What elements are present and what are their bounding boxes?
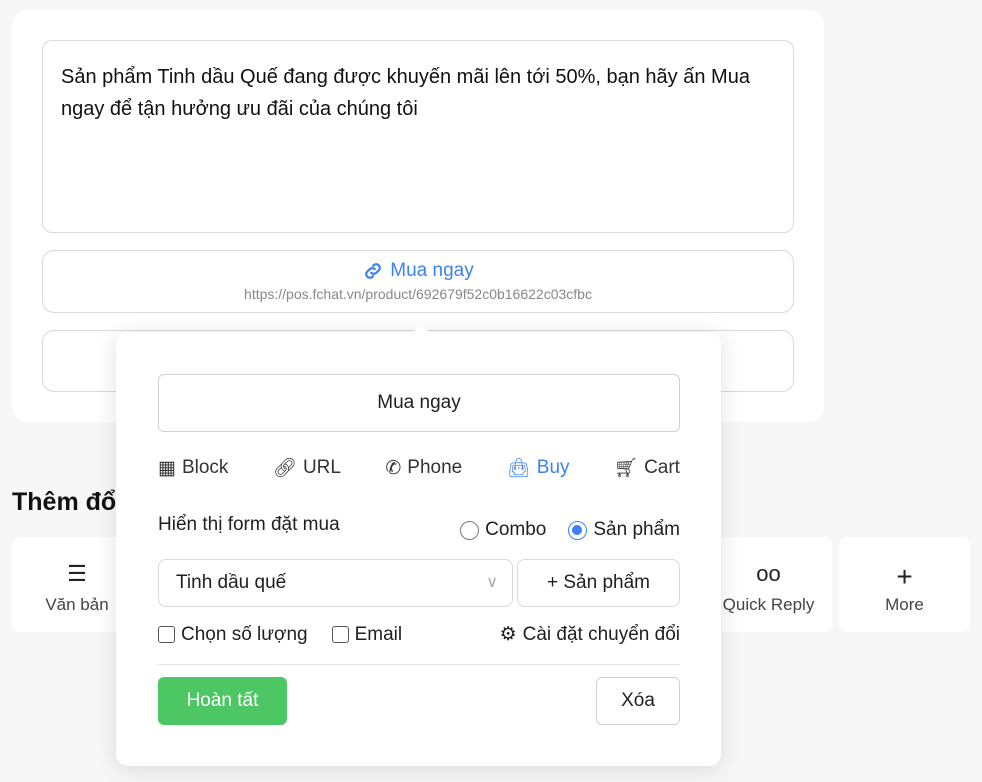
- chevron-down-icon: ∨: [486, 574, 498, 591]
- checkbox-icon: [158, 626, 175, 643]
- tile-quick-reply[interactable]: oo Quick Reply: [705, 537, 832, 632]
- button-label: Mua ngay: [390, 260, 474, 281]
- button-url: https://pos.fchat.vn/product/692679f52c0…: [244, 286, 592, 302]
- checkbox-email[interactable]: Email: [331, 623, 403, 646]
- tab-label: Cart: [644, 457, 680, 478]
- button-name-input[interactable]: Mua ngay: [158, 374, 680, 432]
- radio-product[interactable]: Sản phẩm: [568, 519, 680, 541]
- divider: [158, 664, 680, 665]
- link-icon: 🔗︎: [272, 458, 297, 479]
- done-button[interactable]: Hoàn tất: [158, 677, 287, 725]
- button-edit-popover: Mua ngay ▦ Block 🔗︎ URL ✆ Phone 👜︎ Buy 🛒︎ Car…: [116, 324, 721, 766]
- message-textarea[interactable]: Sản phẩm Tinh dầu Quế đang được khuyến m…: [42, 40, 794, 233]
- tile-label: Văn bản: [45, 595, 109, 614]
- tab-label: URL: [302, 457, 341, 478]
- popover-arrow: [412, 324, 430, 333]
- section-heading: Thêm đổ: [12, 488, 117, 516]
- quick-reply-icon: oo: [756, 561, 781, 586]
- tab-label: Buy: [536, 457, 570, 478]
- tab-block[interactable]: ▦ Block: [158, 456, 228, 480]
- tab-label: Block: [181, 457, 229, 478]
- settings-label: Cài đặt chuyển đổi: [522, 623, 680, 645]
- radio-label: Sản phẩm: [593, 519, 680, 540]
- product-select[interactable]: Tinh dầu quế ∨: [158, 559, 513, 607]
- radio-combo[interactable]: Combo: [460, 519, 546, 541]
- tab-url[interactable]: 🔗︎ URL: [273, 456, 341, 480]
- plus-icon: +: [896, 561, 913, 592]
- checkbox-label: Email: [354, 623, 403, 645]
- phone-icon: ✆: [385, 457, 402, 479]
- checkbox-quantity[interactable]: Chọn số lượng: [158, 624, 308, 646]
- tile-label: Quick Reply: [722, 595, 815, 614]
- tab-label: Phone: [407, 457, 463, 478]
- link-icon: [365, 263, 382, 279]
- radio-icon: [460, 520, 480, 540]
- bag-icon: 👜︎: [506, 458, 531, 479]
- conversion-settings-button[interactable]: ⚙ Cài đặt chuyển đổi: [500, 623, 680, 646]
- radio-label: Combo: [485, 519, 547, 540]
- radio-checked-icon: [568, 520, 588, 540]
- button-mua-ngay[interactable]: Mua ngay https://pos.fchat.vn/product/69…: [42, 250, 794, 313]
- grid-icon: ▦: [158, 457, 176, 479]
- cart-icon: 🛒︎: [613, 458, 639, 479]
- action-type-tabs: ▦ Block 🔗︎ URL ✆ Phone 👜︎ Buy 🛒︎ Cart: [158, 456, 680, 480]
- tile-label: More: [885, 595, 924, 614]
- tile-more[interactable]: + More: [839, 537, 970, 632]
- delete-button[interactable]: Xóa: [596, 677, 680, 725]
- add-product-button[interactable]: + Sản phẩm: [517, 559, 680, 607]
- select-value: Tinh dầu quế: [176, 572, 287, 593]
- checkbox-icon: [331, 626, 349, 643]
- form-label: Hiển thị form đặt mua: [158, 514, 340, 535]
- gear-icon: ⚙: [499, 624, 517, 645]
- tab-buy[interactable]: 👜︎ Buy: [507, 456, 570, 480]
- list-icon: ☰: [67, 561, 87, 586]
- tab-phone[interactable]: ✆ Phone: [385, 456, 462, 480]
- checkbox-label: Chọn số lượng: [181, 623, 308, 645]
- tab-cart[interactable]: 🛒︎ Cart: [614, 456, 680, 480]
